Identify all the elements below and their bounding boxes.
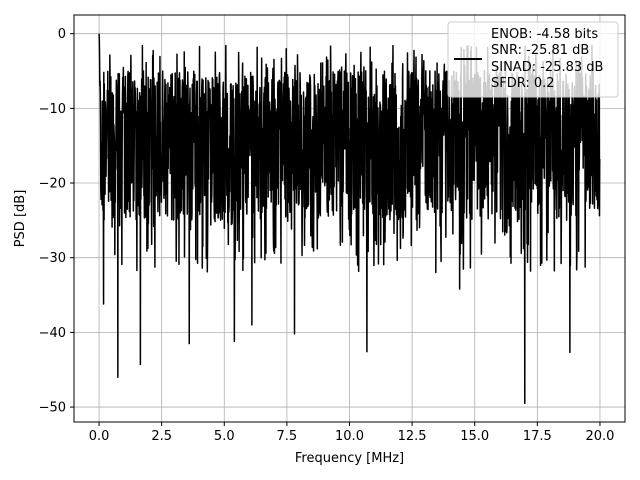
x-tick-label: 7.5	[277, 429, 298, 444]
psd-line	[98, 33, 601, 405]
x-tick-label: 15.0	[460, 429, 489, 444]
x-axis-label: Frequency [MHz]	[295, 451, 404, 466]
x-tick-label: 20.0	[585, 429, 614, 444]
legend-line-enob: ENOB: -4.58 bits	[491, 27, 598, 42]
legend-line-sfdr: SFDR: 0.2	[491, 76, 555, 91]
series-layer	[98, 33, 601, 405]
y-ticks: 0 −10 −20 −30 −40 −50	[39, 27, 74, 416]
x-tick-label: 10.0	[335, 429, 364, 444]
y-tick-label: 0	[58, 27, 66, 42]
y-tick-label: −50	[39, 401, 66, 416]
y-tick-label: −40	[39, 326, 66, 341]
legend-line-sinad: SINAD: -25.83 dB	[491, 60, 603, 75]
y-tick-label: −30	[39, 251, 66, 266]
x-tick-label: 17.5	[523, 429, 552, 444]
legend: ENOB: -4.58 bits SNR: -25.81 dB SINAD: -…	[447, 21, 619, 98]
y-tick-label: −10	[39, 102, 66, 117]
y-tick-label: −20	[39, 177, 66, 192]
x-tick-label: 0.0	[89, 429, 110, 444]
x-ticks: 0.0 2.5 5.0 7.5 10.0 12.5 15.0 17.5 20.0	[89, 422, 614, 444]
x-tick-label: 2.5	[151, 429, 172, 444]
x-tick-label: 5.0	[214, 429, 235, 444]
x-tick-label: 12.5	[398, 429, 427, 444]
y-axis-label: PSD [dB]	[13, 190, 28, 248]
legend-box	[447, 21, 619, 98]
legend-line-snr: SNR: -25.81 dB	[491, 43, 589, 58]
